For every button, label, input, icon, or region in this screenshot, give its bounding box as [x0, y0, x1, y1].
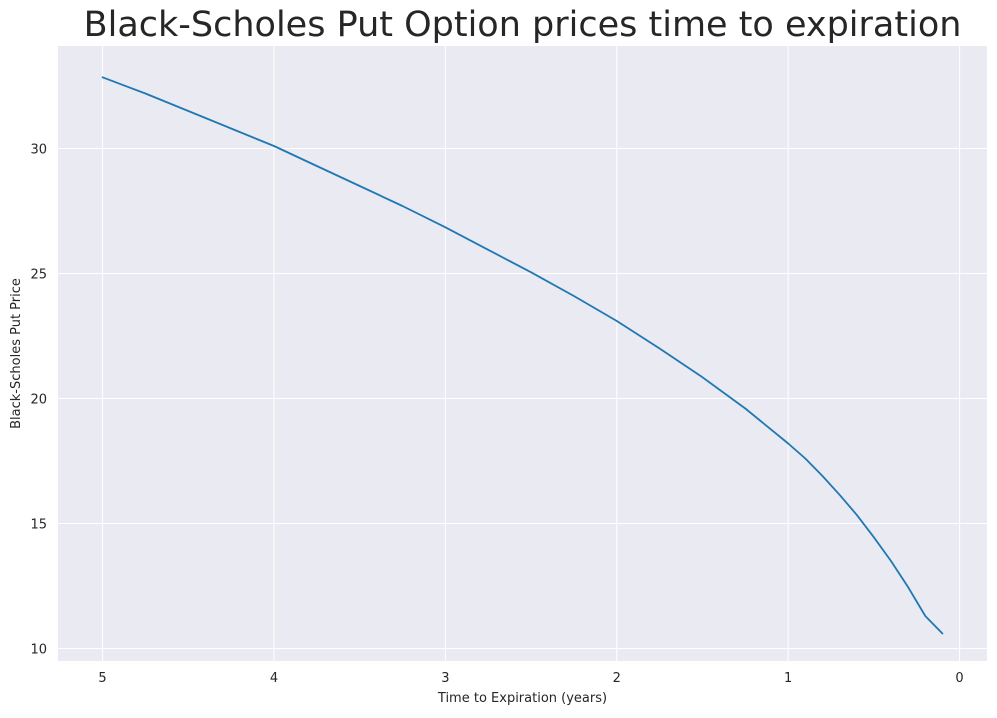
plot-area	[58, 46, 987, 661]
chart-title: Black-Scholes Put Option prices time to …	[84, 5, 962, 45]
series-line	[101, 76, 944, 635]
x-tick-label: 1	[784, 671, 792, 686]
x-tick-label: 2	[613, 671, 621, 686]
y-tick-label: 25	[30, 268, 47, 283]
x-tick-label: 5	[98, 671, 106, 686]
grid	[58, 46, 987, 661]
x-axis-label: Time to Expiration (years)	[437, 691, 607, 706]
series-layer	[101, 76, 944, 635]
y-tick-label: 15	[30, 518, 47, 533]
x-tick-label: 3	[441, 671, 449, 686]
y-tick-label: 30	[30, 143, 47, 158]
y-axis-label: Black-Scholes Put Price	[9, 278, 24, 429]
x-tick-label: 0	[955, 671, 963, 686]
y-tick-label: 20	[30, 393, 47, 408]
x-tick-label: 4	[270, 671, 278, 686]
y-tick-label: 10	[30, 643, 47, 658]
